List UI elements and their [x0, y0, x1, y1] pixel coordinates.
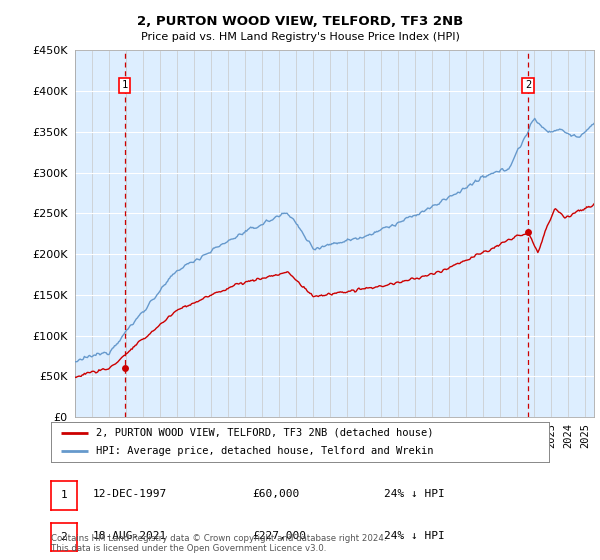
- Text: Contains HM Land Registry data © Crown copyright and database right 2024.
This d: Contains HM Land Registry data © Crown c…: [51, 534, 386, 553]
- Text: 12-DEC-1997: 12-DEC-1997: [93, 489, 167, 500]
- Text: Price paid vs. HM Land Registry's House Price Index (HPI): Price paid vs. HM Land Registry's House …: [140, 32, 460, 43]
- Text: 1: 1: [122, 81, 128, 91]
- Text: 2, PURTON WOOD VIEW, TELFORD, TF3 2NB: 2, PURTON WOOD VIEW, TELFORD, TF3 2NB: [137, 15, 463, 27]
- Text: 24% ↓ HPI: 24% ↓ HPI: [384, 531, 445, 542]
- Text: HPI: Average price, detached house, Telford and Wrekin: HPI: Average price, detached house, Telf…: [96, 446, 433, 456]
- Text: 24% ↓ HPI: 24% ↓ HPI: [384, 489, 445, 500]
- Text: £60,000: £60,000: [252, 489, 299, 500]
- Text: 1: 1: [61, 491, 67, 500]
- Text: 2, PURTON WOOD VIEW, TELFORD, TF3 2NB (detached house): 2, PURTON WOOD VIEW, TELFORD, TF3 2NB (d…: [96, 428, 433, 437]
- Text: 2: 2: [61, 532, 67, 542]
- Text: 2: 2: [525, 81, 531, 91]
- Text: £227,000: £227,000: [252, 531, 306, 542]
- Text: 18-AUG-2021: 18-AUG-2021: [93, 531, 167, 542]
